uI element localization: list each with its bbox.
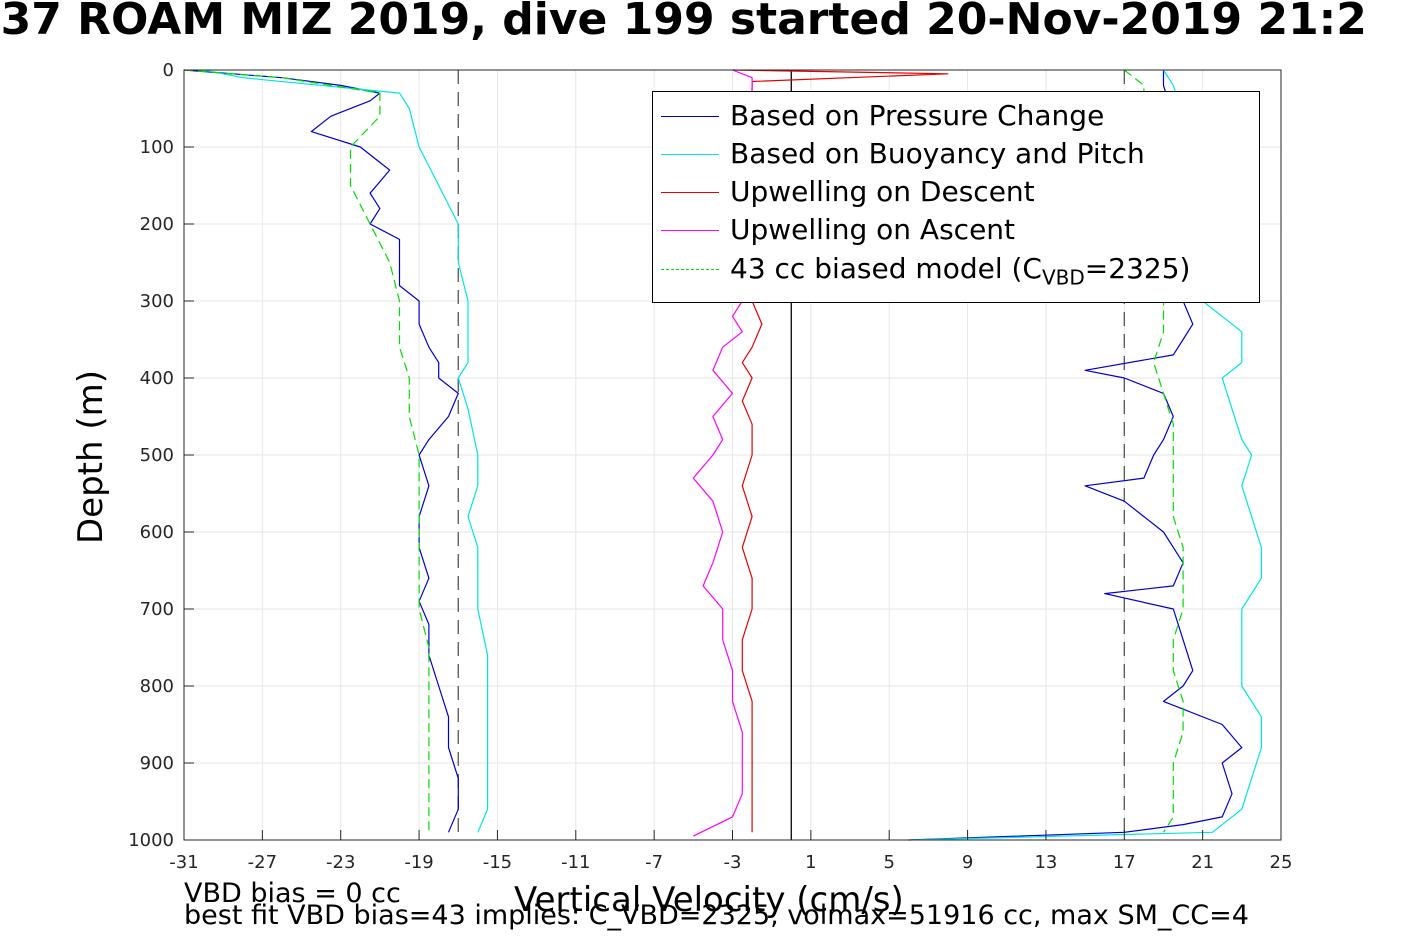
- legend-label-pressure-change: Based on Pressure Change: [730, 99, 1105, 132]
- x-tick-label: -15: [483, 852, 512, 873]
- legend-swatch-biased-model: [661, 269, 719, 270]
- legend-label-buoyancy-pitch: Based on Buoyancy and Pitch: [730, 137, 1145, 170]
- x-tick-label: -27: [248, 852, 277, 873]
- x-tick-label: 25: [1270, 852, 1293, 873]
- series-line-4-0: [183, 69, 430, 833]
- legend-swatch-buoyancy-pitch: [661, 154, 719, 155]
- legend-item-upwelling-ascent: Upwelling on Ascent: [653, 210, 1259, 248]
- y-tick-label: 900: [140, 753, 174, 774]
- x-tick-label: -7: [645, 852, 663, 873]
- vbd-bias-note: VBD bias = 0 cc: [184, 878, 401, 909]
- x-tick-label: 9: [962, 852, 973, 873]
- y-tick-label: 400: [140, 368, 174, 389]
- legend-label-upwelling-ascent: Upwelling on Ascent: [730, 213, 1016, 246]
- best-fit-note: best fit VBD bias=43 implies: C_VBD=2325…: [184, 900, 1249, 931]
- x-tick-label: -23: [326, 852, 355, 873]
- x-tick-label: 1: [805, 852, 816, 873]
- chart-title: 537 ROAM MIZ 2019, dive 199 started 20-N…: [0, 0, 1367, 45]
- y-tick-label: 700: [140, 599, 174, 620]
- x-tick-label: 17: [1113, 852, 1136, 873]
- y-tick-label: 100: [140, 137, 174, 158]
- y-axis-label: Depth (m): [71, 369, 111, 545]
- y-tick-label: 800: [140, 676, 174, 697]
- x-tick-label: -19: [404, 852, 433, 873]
- legend-item-biased-model: 43 cc biased model (CVBD=2325): [653, 249, 1259, 290]
- x-tick-label: -31: [169, 852, 198, 873]
- y-tick-label: 500: [140, 445, 174, 466]
- legend-swatch-upwelling-descent: [661, 192, 719, 193]
- legend-label-upwelling-descent: Upwelling on Descent: [730, 175, 1035, 208]
- x-axis-label: Vertical Velocity (cm/s): [514, 880, 904, 920]
- legend-item-buoyancy-pitch: Based on Buoyancy and Pitch: [653, 134, 1259, 172]
- series-line-3-0: [692, 69, 753, 837]
- x-tick-label: -11: [561, 852, 590, 873]
- y-tick-label: 0: [163, 60, 174, 81]
- legend: Based on Pressure Change Based on Buoyan…: [652, 91, 1260, 303]
- x-tick-label: 21: [1191, 852, 1214, 873]
- x-tick-label: 13: [1034, 852, 1057, 873]
- x-tick-label: 5: [883, 852, 894, 873]
- legend-swatch-pressure-change: [661, 116, 719, 117]
- y-tick-label: 600: [140, 522, 174, 543]
- legend-label-biased-model: 43 cc biased model (CVBD=2325): [730, 252, 1191, 290]
- y-tick-label: 200: [140, 214, 174, 235]
- legend-item-pressure-change: Based on Pressure Change: [653, 96, 1259, 134]
- y-tick-label: 1000: [128, 830, 174, 851]
- y-tick-label: 300: [140, 291, 174, 312]
- legend-swatch-upwelling-ascent: [661, 230, 719, 231]
- legend-item-upwelling-descent: Upwelling on Descent: [653, 172, 1259, 210]
- x-tick-label: -3: [724, 852, 742, 873]
- series-line-1-0: [203, 69, 489, 833]
